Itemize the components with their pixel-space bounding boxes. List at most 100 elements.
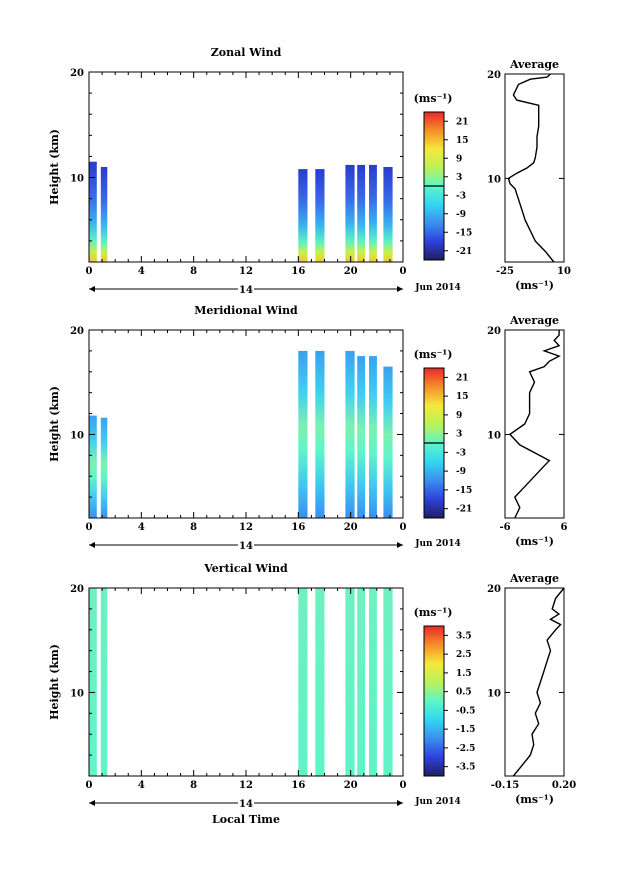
chart-title: Vertical Wind <box>203 562 288 575</box>
average-profile-line <box>508 330 561 519</box>
data-column <box>298 350 308 518</box>
colorbar-tick-label: -9 <box>456 210 466 220</box>
plot-frame <box>88 329 404 519</box>
y-tick-label: 20 <box>70 68 84 79</box>
day-span-arrow-right <box>397 542 403 548</box>
x-tick-label: 20 <box>344 780 358 791</box>
date-label: Jun 2014 <box>414 283 461 293</box>
y-axis-label: Height (km) <box>48 386 61 462</box>
average-unit: (ms⁻¹) <box>515 793 554 806</box>
colorbar-tick-label: 15 <box>456 392 469 402</box>
data-column <box>383 588 393 776</box>
average-profile-line <box>512 587 565 777</box>
chart-panel-3: Vertical Wind 0 4 8 12 16 20 0 20 10 Height (km) 14… <box>48 562 576 826</box>
x-axis-label: Local Time <box>212 813 280 826</box>
average-y-tick-label: 10 <box>487 688 501 699</box>
average-x-tick-label: -6 <box>499 522 510 533</box>
data-column <box>315 588 325 776</box>
average-title: Average <box>509 58 559 71</box>
day-span-arrow-right <box>397 800 403 806</box>
chart-title: Zonal Wind <box>211 46 282 59</box>
colorbar-tick-label: -0.5 <box>456 706 475 716</box>
colorbar-tick-label: 3 <box>456 430 462 440</box>
x-tick-label: 16 <box>291 780 305 791</box>
y-tick-label: 20 <box>70 584 84 595</box>
colorbar-unit: (ms⁻¹) <box>414 348 453 361</box>
colorbar-tick-label: 15 <box>456 136 469 146</box>
colorbar-tick-label: -3.5 <box>456 763 475 773</box>
average-y-tick-label: 20 <box>487 584 501 595</box>
data-column <box>383 366 393 518</box>
x-tick-label: 20 <box>344 522 358 533</box>
plot-frame <box>88 587 404 777</box>
day-label: 14 <box>239 799 253 810</box>
x-tick-label: 0 <box>86 522 93 533</box>
data-column <box>357 588 366 776</box>
y-axis-label: Height (km) <box>48 129 61 205</box>
x-tick-label: 4 <box>138 522 145 533</box>
data-column <box>100 167 108 262</box>
data-column <box>100 588 108 776</box>
plot-frame <box>88 71 404 263</box>
day-span-arrow-right <box>397 286 403 292</box>
y-tick-label: 10 <box>70 430 84 441</box>
colorbar-unit: (ms⁻¹) <box>414 606 453 619</box>
day-label: 14 <box>239 285 253 296</box>
average-unit: (ms⁻¹) <box>515 279 554 292</box>
y-tick-label: 20 <box>70 326 84 337</box>
data-column <box>345 588 355 776</box>
chart-panel-2: Meridional Wind 0 4 8 12 16 20 0 20 10 Height (km)… <box>48 304 568 552</box>
colorbar-tick-label: 0.5 <box>456 688 472 698</box>
x-tick-label: 16 <box>291 266 305 277</box>
data-column <box>369 356 377 518</box>
colorbar-tick-label: 21 <box>456 117 469 127</box>
data-column <box>89 588 97 776</box>
data-column <box>100 417 108 518</box>
x-tick-label: 12 <box>239 780 253 791</box>
x-tick-label: 8 <box>190 522 197 533</box>
data-column <box>369 164 377 262</box>
average-x-tick-label: 6 <box>561 522 568 533</box>
average-title: Average <box>509 314 559 327</box>
chart-panel-1: Zonal Wind 0 4 8 12 16 20 0 20 10 Height (km) 14 Jun… <box>48 46 571 296</box>
colorbar-tick-label: 9 <box>456 411 462 421</box>
x-tick-label: 0 <box>86 266 93 277</box>
data-column <box>357 356 366 518</box>
colorbar <box>423 625 445 777</box>
day-label-bg <box>238 797 254 809</box>
average-x-tick-label: 0.20 <box>552 780 576 791</box>
colorbar-tick-label: 9 <box>456 154 462 164</box>
x-tick-label: 0 <box>400 780 407 791</box>
average-frame <box>504 587 565 777</box>
day-span-arrow-left <box>89 286 95 292</box>
data-column <box>89 415 97 518</box>
day-span-arrow-left <box>89 800 95 806</box>
data-column <box>89 161 97 262</box>
x-tick-label: 8 <box>190 780 197 791</box>
y-tick-label: 10 <box>70 174 84 185</box>
x-tick-label: 4 <box>138 266 145 277</box>
day-label-bg <box>238 539 254 551</box>
chart-title: Meridional Wind <box>194 304 298 317</box>
colorbar-tick-label: -15 <box>456 228 472 238</box>
average-y-tick-label: 20 <box>487 326 501 337</box>
x-tick-label: 0 <box>400 266 407 277</box>
y-tick-label: 10 <box>70 688 84 699</box>
colorbar-tick-label: -3 <box>456 448 466 458</box>
average-x-tick-label: -25 <box>496 266 514 277</box>
colorbar-tick-label: -1.5 <box>456 725 475 735</box>
date-label: Jun 2014 <box>414 797 461 807</box>
day-span-arrow-left <box>89 542 95 548</box>
x-tick-label: 0 <box>400 522 407 533</box>
colorbar-tick-label: -3 <box>456 191 466 201</box>
x-tick-label: 20 <box>344 266 358 277</box>
data-column <box>369 588 377 776</box>
data-column <box>298 588 308 776</box>
x-tick-label: 16 <box>291 522 305 533</box>
average-profile-line <box>507 73 555 263</box>
x-tick-label: 0 <box>86 780 93 791</box>
x-tick-label: 12 <box>239 266 253 277</box>
colorbar-tick-label: -15 <box>456 486 472 496</box>
colorbar-tick-label: -21 <box>456 247 472 257</box>
